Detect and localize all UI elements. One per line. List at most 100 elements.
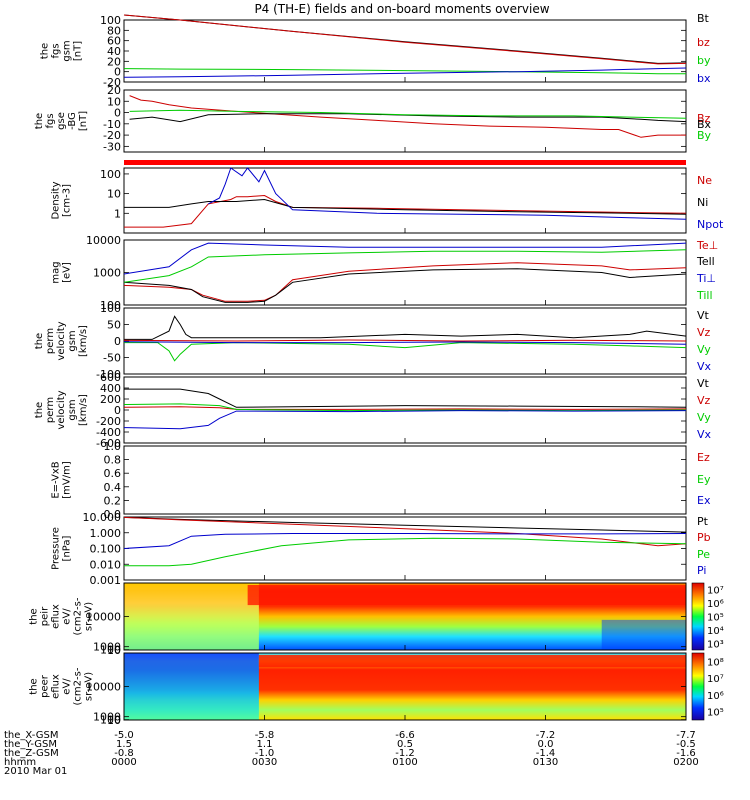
x-tick-value: -1.6	[676, 748, 696, 759]
y-axis-label: the	[34, 113, 45, 129]
legend-label: Tell	[696, 255, 715, 268]
y-axis-label: [nT]	[73, 41, 84, 61]
series-line-Ti⊥	[123, 242, 687, 275]
heatmap-high-flux-band	[258, 655, 686, 668]
y-axis-label: (cm2-s-	[73, 667, 84, 705]
y-axis-label: the	[40, 43, 51, 59]
y-axis-label: peir	[40, 606, 51, 626]
legend-label: Ne	[697, 174, 712, 187]
y-tick-label: -30	[103, 140, 121, 153]
series-line-Pi	[123, 533, 687, 549]
x-tick-value: -1.0	[255, 748, 275, 759]
panel-temperature: 100 1000 10000 mag [eV] Te⊥ Tell Ti⊥ Till	[51, 234, 719, 312]
heatmap-high-flux-band	[247, 585, 686, 606]
y-tick-label: -200	[96, 415, 121, 428]
y-axis-label: fgs	[51, 43, 62, 58]
series-line-bx	[123, 67, 687, 78]
y-axis-label: Pressure	[51, 527, 62, 570]
y-axis-label: gsm	[62, 40, 73, 61]
series-line-bz	[123, 14, 687, 65]
y-tick-label: 10000	[86, 234, 121, 247]
y-tick-label: 10	[107, 714, 121, 727]
x-tick-value: 0200	[673, 757, 698, 768]
legend-label: Ni	[697, 196, 708, 209]
series-line-Vy	[123, 403, 687, 412]
y-tick-label: -400	[96, 426, 121, 439]
y-axis-label: Density	[51, 181, 62, 219]
y-tick-label: 0.0	[104, 508, 122, 521]
y-tick-label: 100	[100, 714, 121, 727]
x-tick-value: -5.0	[114, 730, 134, 741]
legend-label: Bx	[697, 118, 712, 131]
y-tick-label: 100	[100, 14, 121, 27]
y-axis-label: E=-VxB	[51, 461, 62, 498]
y-tick-label: 1.0	[104, 440, 122, 453]
y-axis-label: the	[29, 678, 40, 694]
y-axis-label: eV/	[62, 608, 73, 625]
y-tick-label: 400	[100, 382, 121, 395]
x-tick-value: -7.2	[536, 730, 556, 741]
y-tick-label: 100	[100, 302, 121, 315]
y-axis-label: the	[34, 333, 45, 349]
y-tick-label: 1000	[93, 641, 121, 654]
x-tick-value: -0.5	[676, 739, 696, 750]
x-tick-value: -1.4	[536, 748, 556, 759]
y-tick-label: -600	[96, 437, 121, 450]
y-tick-label: 200	[100, 393, 121, 406]
x-tick-value: -1.2	[395, 748, 415, 759]
y-tick-label: 40	[107, 45, 121, 58]
y-tick-label: -50	[103, 352, 121, 365]
heatmap-early-region	[124, 583, 259, 650]
x-row-label: 2010 Mar 01	[4, 766, 67, 777]
colorbar	[691, 582, 705, 651]
y-axis-label: sr-eV)	[84, 672, 95, 701]
legend-label: By	[697, 129, 712, 142]
heatmap-early-region	[124, 653, 259, 720]
panel-density: 1 10 100 Density [cm-3] Ne Ni Npot	[51, 167, 724, 234]
y-tick-label: 0	[114, 404, 121, 417]
y-tick-label: 20	[107, 55, 121, 68]
y-axis-label: velocity	[56, 390, 67, 429]
x-tick-value: 0100	[392, 757, 417, 768]
y-tick-label: 0.6	[104, 467, 122, 480]
panel-frame	[123, 167, 687, 234]
y-axis-label: eflux	[51, 604, 62, 629]
legend-label: Vy	[697, 343, 711, 356]
x-tick-value: 0.5	[397, 739, 413, 750]
colorbar-tick-label: 10³	[707, 639, 724, 650]
figure-title: P4 (TH-E) fields and on-board moments ov…	[254, 2, 549, 16]
legend-label: Pt	[697, 515, 709, 528]
panel-efield: 0.00.20.40.60.81.0 E=-VxB [mV/m] Ez Ey Ex	[51, 440, 711, 521]
legend-label: bz	[697, 36, 710, 49]
series-line-Te⊥	[123, 262, 687, 302]
x-row-label: the_Y-GSM	[4, 739, 57, 750]
y-axis-label: [eV]	[62, 262, 73, 283]
y-axis-label: [km/s]	[78, 394, 89, 426]
y-tick-label: 10	[107, 95, 121, 108]
legend-label: by	[697, 54, 711, 67]
y-tick-label: 60	[107, 35, 121, 48]
x-tick-value: 0130	[533, 757, 558, 768]
y-tick-label: 10000	[86, 611, 121, 624]
colorbar-tick-label: 10⁷	[707, 674, 724, 685]
colorbar-tick-label: 10⁷	[707, 586, 724, 597]
y-axis-label: gsm	[67, 399, 78, 420]
y-axis-label: [km/s]	[78, 325, 89, 357]
y-axis-label: [nT]	[78, 111, 89, 131]
y-axis-label: sr-eV)	[84, 602, 95, 631]
series-line-Vy	[124, 342, 687, 362]
legend-label: Npot	[697, 218, 724, 231]
x-tick-value: 0000	[111, 757, 136, 768]
series-line-Npot	[208, 167, 687, 220]
series-line-Pt	[123, 516, 687, 533]
y-axis-label: peer	[40, 674, 51, 698]
legend-label: Vt	[697, 309, 710, 322]
series-line-Bz	[129, 95, 686, 138]
y-axis-label: -BG	[67, 112, 78, 130]
series-line-Ne	[124, 194, 687, 228]
y-axis-label: perm	[45, 397, 56, 423]
y-tick-label: 100	[100, 644, 121, 657]
legend-label: Vx	[697, 360, 712, 373]
